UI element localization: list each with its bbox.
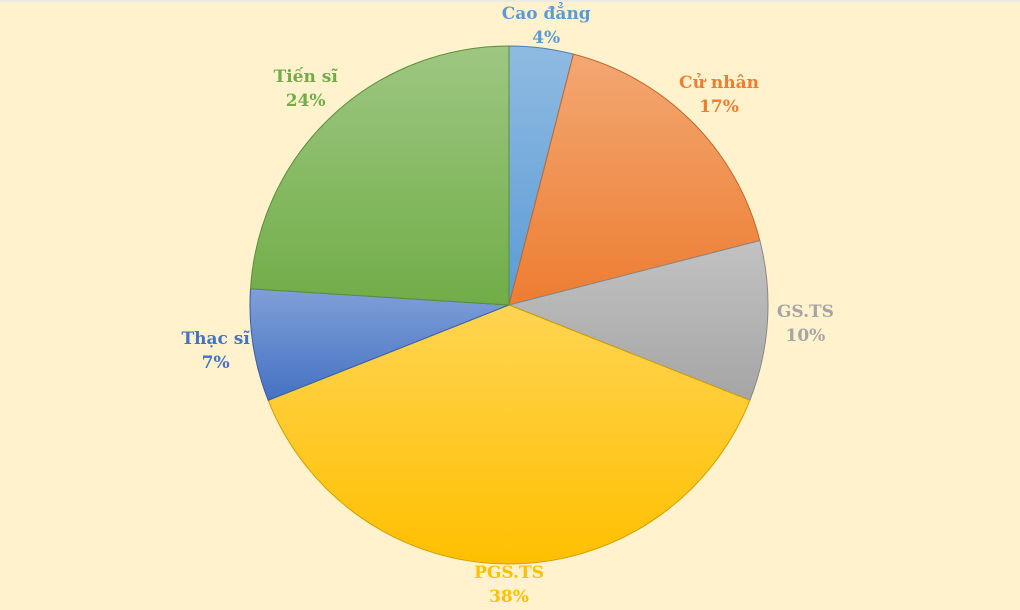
pie-slice-pgs-ts bbox=[267, 304, 751, 565]
pie-slice-thac-si bbox=[249, 288, 510, 401]
pie-slice-tien-si bbox=[250, 45, 510, 306]
pie-slice-gs-ts bbox=[508, 240, 769, 401]
pie-slice-cu-nhan bbox=[508, 53, 761, 306]
top-edge-strip bbox=[0, 0, 1020, 2]
